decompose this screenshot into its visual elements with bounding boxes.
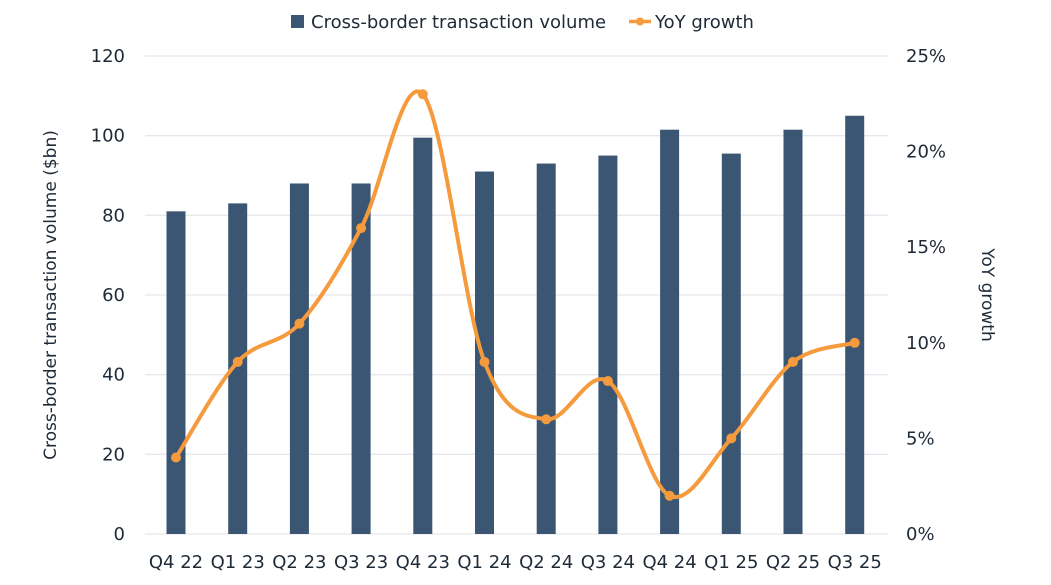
bar-q4-22 [166,211,186,534]
bar-q1-25 [721,153,741,534]
left-tick-label: 120 [91,46,125,67]
right-tick-label: 15% [906,237,946,258]
right-tick-label: 25% [906,46,946,67]
x-tick-label: Q1 25 [704,552,758,573]
legend: Cross-border transaction volume YoY grow… [291,12,754,33]
left-axis-title: Cross-border transaction volume ($bn) [41,130,61,460]
left-axis-ticks: 0 20 40 60 80 100 120 [91,46,125,545]
growth-point-q1-24 [479,356,490,367]
x-axis-ticks: Q4 22 Q1 23 Q2 23 Q3 23 Q4 23 Q1 24 Q2 24 Q3 24… [149,552,882,573]
bar-q1-23 [228,203,248,534]
x-tick-label: Q4 24 [642,552,696,573]
x-tick-label: Q1 24 [457,552,511,573]
growth-point-q3-23 [356,223,367,234]
bar-q3-23 [351,183,371,534]
right-tick-label: 20% [906,142,946,163]
right-tick-label: 5% [906,428,935,449]
bar-q1-24 [475,171,494,534]
right-tick-label: 0% [906,524,935,545]
legend-label-growth: YoY growth [654,12,754,33]
left-tick-label: 60 [102,285,125,306]
left-tick-label: 0 [114,524,125,545]
x-tick-label: Q2 24 [519,552,573,573]
x-tick-label: Q3 23 [334,552,388,573]
left-tick-label: 20 [102,444,125,465]
growth-point-q3-24 [602,376,613,387]
bar-q4-23 [413,137,433,535]
bar-q3-25 [845,115,865,534]
bar-q2-23 [289,183,309,534]
legend-label-volume: Cross-border transaction volume [311,12,606,33]
bar-q4-24 [660,129,680,535]
x-tick-label: Q4 22 [149,552,203,573]
left-tick-label: 80 [102,205,125,226]
yoy-growth-line [174,89,857,500]
x-tick-label: Q3 25 [828,552,882,573]
bar-series [166,115,865,535]
x-tick-label: Q2 25 [766,552,820,573]
growth-point-q3-25 [849,337,860,348]
legend-swatch-growth-marker [636,17,644,26]
line-series [171,89,860,501]
growth-point-q1-25 [726,433,737,444]
x-tick-label: Q1 23 [211,552,265,573]
x-tick-label: Q4 23 [396,552,450,573]
growth-point-q4-22 [171,452,181,463]
x-tick-label: Q2 23 [272,552,326,573]
x-tick-label: Q3 24 [581,552,635,573]
legend-swatch-volume [291,15,304,28]
bar-q2-24 [536,163,556,535]
gridlines [145,55,888,535]
right-axis-ticks: 0% 5% 10% 15% 20% 25% [906,46,946,545]
bar-q2-25 [783,129,803,535]
growth-point-q4-24 [664,490,675,501]
growth-point-q4-23 [417,89,428,100]
growth-point-q2-25 [788,356,798,367]
growth-point-q2-23 [294,318,305,329]
right-tick-label: 10% [906,333,946,354]
right-axis-title: YoY growth [977,247,997,341]
growth-point-q2-24 [541,414,552,425]
left-tick-label: 100 [91,126,125,147]
growth-point-q1-23 [232,356,243,367]
left-tick-label: 40 [102,365,125,386]
bar-q3-24 [598,155,618,535]
